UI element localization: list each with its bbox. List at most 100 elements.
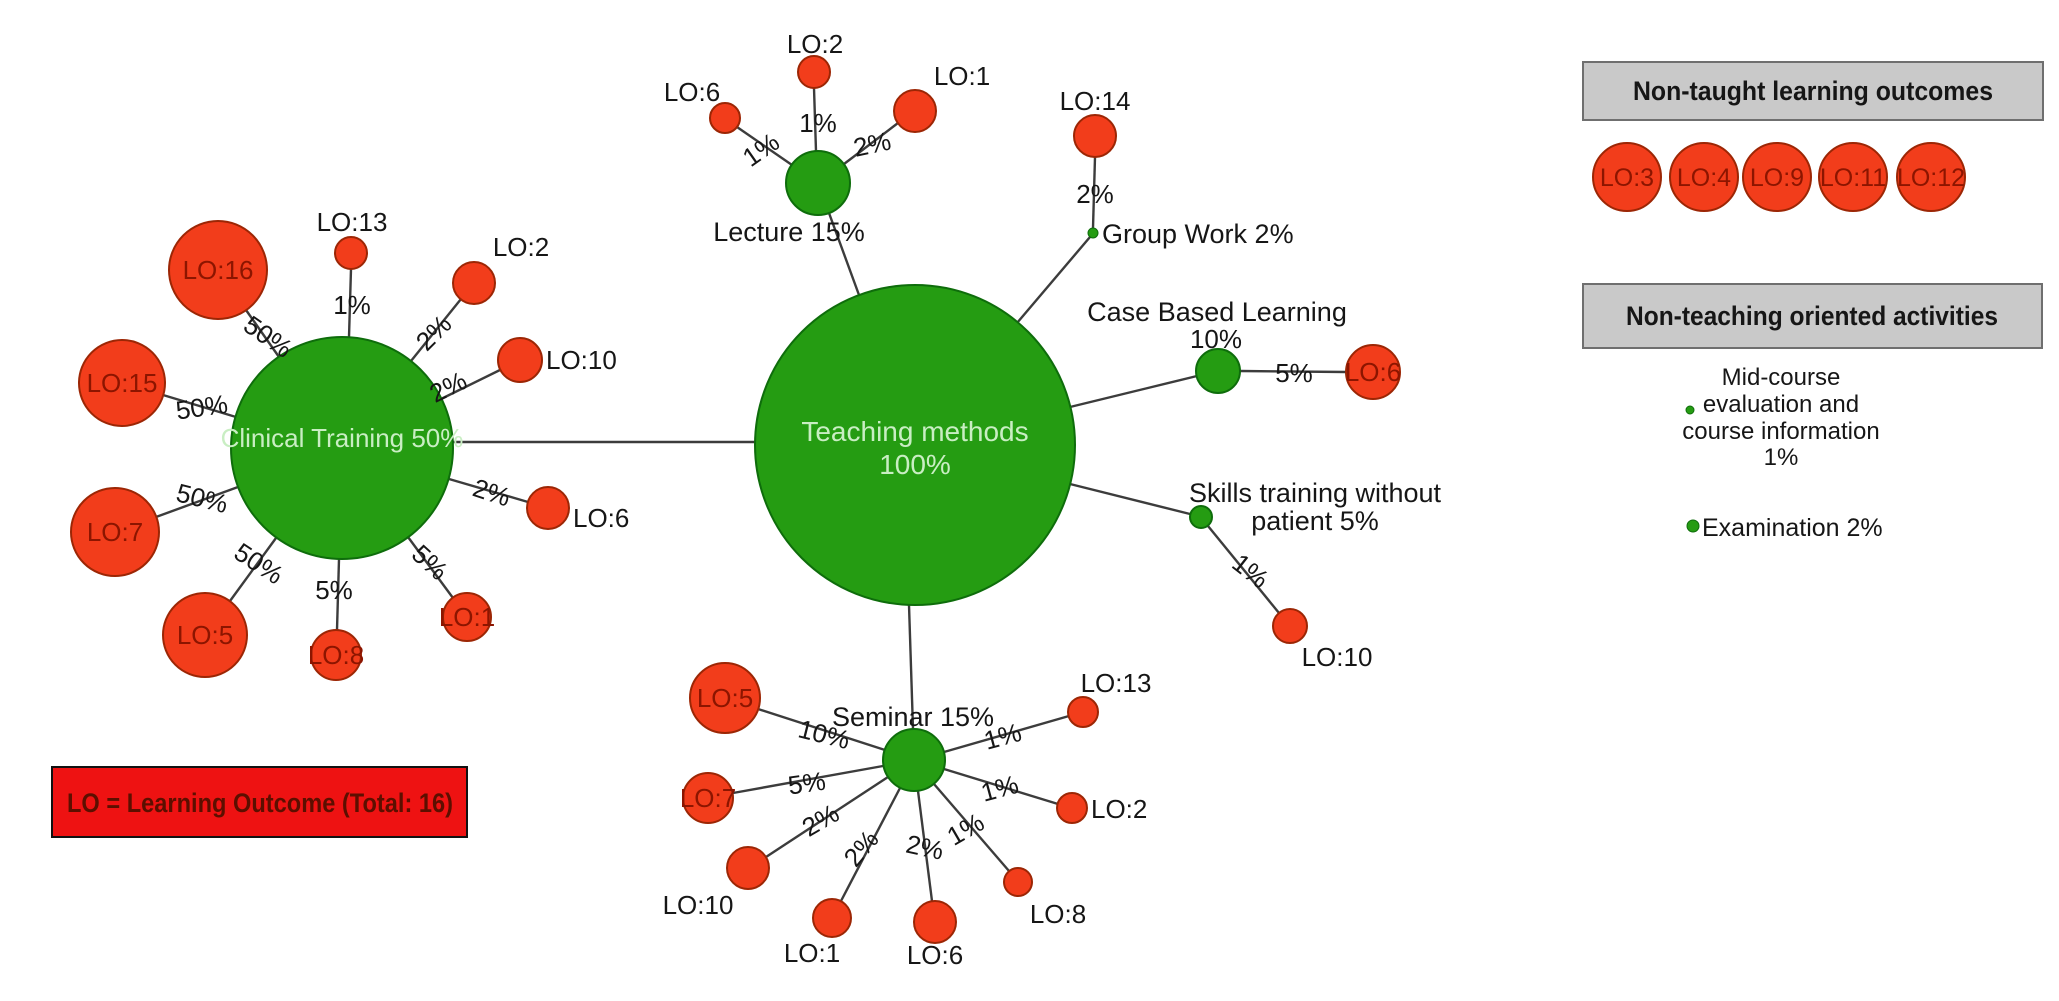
label-2: 2% bbox=[469, 472, 514, 512]
label-lo-1: LO:1 bbox=[784, 938, 840, 968]
node-seminar-lo7 bbox=[682, 772, 734, 824]
node-seminar-lo6 bbox=[913, 900, 957, 944]
node-non-taught-lo9 bbox=[1742, 142, 1812, 212]
label-lo-3: LO:3 bbox=[1600, 164, 1654, 192]
label-lo-8: LO:8 bbox=[308, 640, 364, 670]
label-non-taught-learning-outcomes: Non-taught learning outcomes bbox=[1633, 76, 1993, 106]
label-lo-5: LO:5 bbox=[177, 620, 233, 650]
node-clinical-lo5 bbox=[162, 592, 248, 678]
lo-legend-box bbox=[51, 766, 468, 838]
label-examination-2: Examination 2% bbox=[1702, 514, 1883, 542]
node-lecture bbox=[785, 150, 851, 216]
non-taught-header-box bbox=[1582, 61, 2044, 121]
label-lo-15: LO:15 bbox=[87, 368, 158, 398]
node-clinical-lo1 bbox=[442, 592, 492, 642]
label-case-based-learning: Case Based Learning bbox=[1087, 297, 1347, 327]
label-skills-training-without: Skills training without bbox=[1189, 478, 1442, 508]
node-seminar-lo1 bbox=[812, 898, 852, 938]
node-seminar bbox=[882, 728, 946, 792]
label-lo-10: LO:10 bbox=[663, 890, 734, 920]
node-clinical-lo16 bbox=[168, 220, 268, 320]
node-non-taught-lo3 bbox=[1592, 142, 1662, 212]
label-lo-6: LO:6 bbox=[907, 940, 963, 970]
label-5: 5% bbox=[786, 766, 827, 801]
label-lo-5: LO:5 bbox=[697, 683, 753, 713]
label-2: 2% bbox=[851, 126, 894, 163]
label-non-teaching-oriented-activities: Non-teaching oriented activities bbox=[1626, 301, 1998, 331]
label-lo-16: LO:16 bbox=[183, 255, 254, 285]
node-group-work-dot bbox=[1087, 227, 1099, 239]
edge-clinical-lo8 bbox=[335, 558, 341, 631]
node-seminar-lo13 bbox=[1067, 696, 1099, 728]
node-clinical-training bbox=[230, 336, 454, 560]
edge-skills-lo10 bbox=[1207, 525, 1280, 614]
label-50: 50% bbox=[173, 477, 231, 519]
label-5: 5% bbox=[1275, 358, 1313, 388]
node-skills-training-dot bbox=[1189, 505, 1213, 529]
label-2: 2% bbox=[797, 798, 845, 843]
label-teaching-methods: Teaching methods bbox=[801, 416, 1028, 447]
label-lo-6: LO:6 bbox=[1345, 357, 1401, 387]
label-1: 1% bbox=[1227, 548, 1275, 595]
label-1: 1% bbox=[799, 108, 837, 138]
node-lecture-lo6 bbox=[709, 102, 741, 134]
edge-teaching-group-work bbox=[1016, 236, 1091, 324]
edge-clinical-lo7 bbox=[155, 485, 239, 519]
node-lecture-lo1 bbox=[893, 89, 937, 133]
label-lo-1: LO:1 bbox=[934, 61, 990, 91]
node-group-work-lo14 bbox=[1073, 114, 1117, 158]
label-lo-9: LO:9 bbox=[1750, 164, 1804, 192]
label-1: 1% bbox=[1764, 444, 1799, 471]
edge-clinical-lo6 bbox=[448, 477, 529, 504]
label-lo-10: LO:10 bbox=[546, 345, 617, 375]
label-1: 1% bbox=[942, 807, 990, 852]
edge-teaching-cbl bbox=[1069, 374, 1198, 409]
label-seminar-15: Seminar 15% bbox=[832, 702, 994, 732]
edge-clinical-lo15 bbox=[162, 393, 237, 419]
label-lo-2: LO:2 bbox=[1091, 794, 1147, 824]
node-clinical-lo7 bbox=[70, 487, 160, 577]
label-patient-5: patient 5% bbox=[1251, 506, 1379, 536]
edge-seminar-lo2 bbox=[943, 767, 1059, 806]
node-clinical-lo13 bbox=[334, 236, 368, 270]
edge-teaching-skills bbox=[1069, 482, 1191, 516]
label-2: 2% bbox=[903, 829, 946, 866]
label-lo-14: LO:14 bbox=[1060, 86, 1131, 116]
label-lo-4: LO:4 bbox=[1677, 164, 1731, 192]
label-lo-10: LO:10 bbox=[1302, 642, 1373, 672]
label-lo-6: LO:6 bbox=[573, 503, 629, 533]
label-clinical-training-50: Clinical Training 50% bbox=[221, 423, 464, 453]
node-seminar-lo2 bbox=[1056, 792, 1088, 824]
label-50: 50% bbox=[174, 389, 230, 426]
non-teaching-header-box bbox=[1582, 283, 2043, 349]
label-lo-13: LO:13 bbox=[317, 207, 388, 237]
edge-clinical-lo1 bbox=[407, 536, 454, 599]
node-skills-lo10 bbox=[1272, 608, 1308, 644]
label-lo-6: LO:6 bbox=[664, 77, 720, 107]
label-lo-1: LO:1 bbox=[439, 602, 495, 632]
edge-clinical-lo2 bbox=[410, 298, 462, 362]
edge-clinical-lo13 bbox=[347, 268, 353, 338]
label-1: 1% bbox=[978, 769, 1022, 808]
edge-seminar-lo5 bbox=[757, 707, 886, 752]
edge-seminar-lo1 bbox=[839, 787, 902, 902]
label-mid-course: Mid-course bbox=[1722, 364, 1841, 391]
edge-lecture-lo1 bbox=[843, 122, 899, 165]
label-lo-12: LO:12 bbox=[1897, 164, 1965, 192]
edge-seminar-lo7 bbox=[732, 764, 884, 795]
edge-clinical-lo5 bbox=[229, 537, 277, 602]
node-case-based-learning bbox=[1195, 348, 1241, 394]
edge-lecture-lo2 bbox=[812, 87, 818, 152]
edge-seminar-lo6 bbox=[916, 790, 934, 902]
edge-seminar-lo8 bbox=[933, 783, 1010, 872]
label-1: 1% bbox=[737, 127, 785, 173]
node-clinical-lo10 bbox=[497, 337, 543, 383]
label-2: 2% bbox=[410, 309, 458, 357]
node-non-taught-lo12 bbox=[1896, 142, 1966, 212]
label-10: 10% bbox=[1190, 324, 1242, 354]
node-clinical-lo6 bbox=[526, 486, 570, 530]
edge-group-work-lo14 bbox=[1091, 156, 1097, 229]
label-lo-8: LO:8 bbox=[1030, 899, 1086, 929]
edge-seminar-lo10 bbox=[765, 775, 889, 859]
